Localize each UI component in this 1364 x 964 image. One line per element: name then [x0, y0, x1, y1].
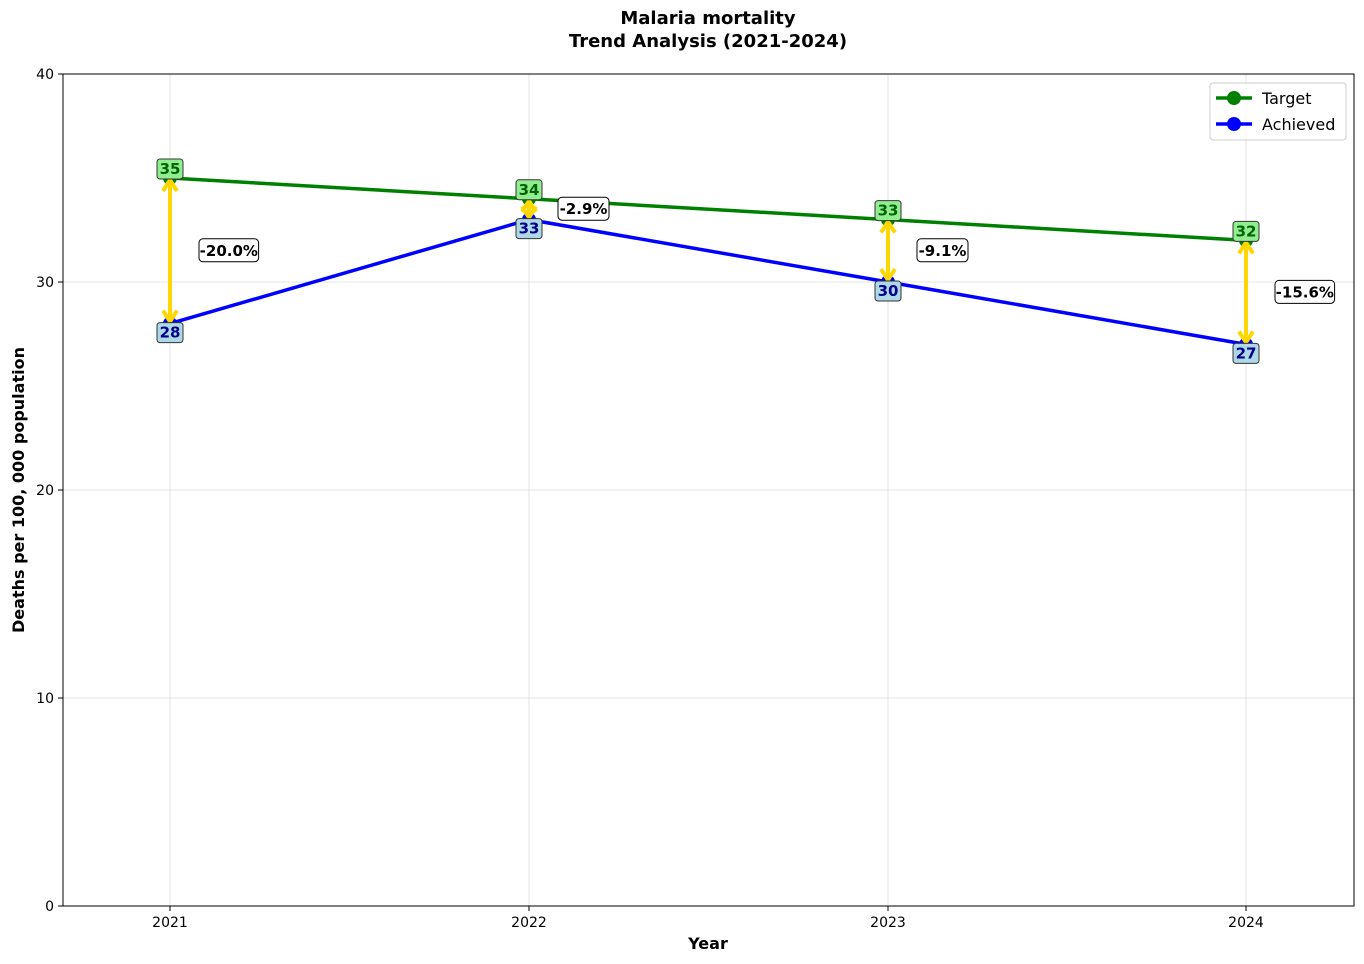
chart-title-line-2: Trend Analysis (2021-2024)	[569, 31, 847, 52]
gap-layer	[161, 176, 1255, 347]
x-tick-label: 2022	[511, 915, 547, 931]
y-tick-label: 20	[36, 483, 54, 499]
x-tick-label: 2021	[152, 915, 188, 931]
y-tick-label: 10	[36, 691, 54, 707]
gap-label-box	[198, 238, 260, 263]
legend-marker-target	[1227, 91, 1241, 105]
gap-arrow-head-bottom	[161, 309, 179, 326]
value-label-target: 32	[1236, 222, 1257, 240]
value-label-target: 34	[519, 181, 540, 199]
gap-label: -9.1%	[919, 242, 967, 260]
gap-label-box	[557, 196, 610, 221]
y-tick-label: 30	[36, 275, 54, 291]
y-tick-label: 40	[36, 67, 54, 83]
value-label-box	[1232, 220, 1260, 242]
axis-ticks: 0 10 20 30 40 2021 2022 2023 2024	[36, 67, 1264, 931]
value-label-box	[156, 322, 184, 344]
gap-label-box	[916, 238, 969, 263]
value-label-achieved: 27	[1236, 344, 1257, 362]
y-axis-label: Deaths per 100, 000 population	[9, 347, 28, 633]
value-label-box	[515, 218, 543, 240]
gap-arrow-head-top	[879, 217, 897, 234]
x-axis-label: Year	[687, 934, 728, 953]
chart-title-line-1: Malaria mortality	[620, 8, 796, 29]
value-label-box	[515, 179, 543, 201]
value-label-achieved: 33	[519, 220, 540, 238]
series-line-target	[169, 176, 1247, 243]
gap-arrow-head-top	[1237, 238, 1255, 255]
gap-label: -20.0%	[200, 242, 258, 260]
value-label-box	[874, 280, 902, 302]
gap-label: -15.6%	[1276, 283, 1334, 301]
legend-marker-achieved	[1227, 117, 1241, 131]
legend-label-achieved: Achieved	[1262, 115, 1335, 134]
value-label-target: 35	[160, 160, 181, 178]
gap-arrow-head-bottom	[520, 205, 538, 222]
series-line-achieved	[169, 217, 1247, 347]
series-layer	[163, 171, 1253, 352]
x-tick-label: 2023	[870, 915, 906, 931]
y-tick-label: 0	[45, 899, 54, 915]
value-label-achieved: 30	[878, 282, 899, 300]
gap-arrow-head-bottom	[1237, 330, 1255, 347]
value-label-box	[874, 200, 902, 222]
x-tick-label: 2024	[1228, 915, 1264, 931]
value-label-target: 33	[878, 202, 899, 220]
value-label-box	[1232, 342, 1260, 364]
label-layer: -20.0% -2.9% -9.1% -15.6% 35 34 33 32 28 33 30 27	[156, 158, 1336, 364]
gap-arrow-head-top	[161, 176, 179, 193]
gap-label: -2.9%	[560, 200, 608, 218]
value-label-box	[156, 158, 184, 180]
gap-label-box	[1274, 279, 1336, 304]
value-label-achieved: 28	[160, 324, 181, 342]
grid-lines	[63, 73, 1354, 907]
legend-label-target: Target	[1261, 89, 1312, 108]
gap-arrow-head-bottom	[879, 267, 897, 284]
legend: Target Achieved	[1209, 82, 1347, 141]
